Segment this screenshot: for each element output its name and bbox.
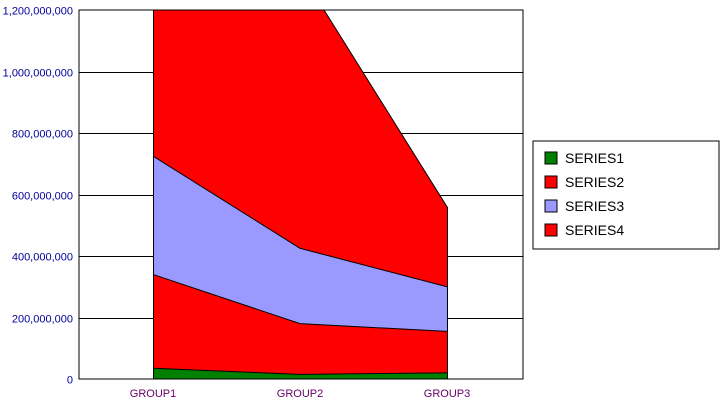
area-boundary-series4 — [323, 10, 448, 208]
area-boundary-series2 — [152, 273, 448, 332]
y-tick-label: 1,000,000,000 — [3, 68, 73, 80]
legend-label: SERIES1 — [565, 150, 624, 166]
legend-label: SERIES2 — [565, 174, 624, 190]
y-tick-label: 1,200,000,000 — [3, 6, 73, 18]
y-tick-label: 0 — [67, 375, 73, 387]
y-tick-label: 800,000,000 — [12, 129, 73, 141]
area-series3 — [153, 156, 447, 332]
y-tick-label: 200,000,000 — [12, 314, 73, 326]
area-boundary-series1 — [152, 367, 448, 375]
legend-swatch-series4 — [544, 223, 558, 237]
area-boundary-series3 — [152, 155, 448, 288]
plot-frame — [78, 9, 524, 380]
x-tick-label: GROUP2 — [277, 388, 323, 400]
x-tick-label: GROUP3 — [424, 388, 470, 400]
legend-swatch-series3 — [544, 199, 558, 213]
legend-label: SERIES3 — [565, 198, 624, 214]
y-tick-label: 600,000,000 — [12, 191, 73, 203]
area-series — [152, 10, 448, 379]
legend-swatch-series2 — [544, 175, 558, 189]
y-tick-label: 400,000,000 — [12, 252, 73, 264]
area-series1 — [153, 368, 447, 379]
x-tick-label: GROUP1 — [130, 388, 176, 400]
area-series4 — [153, 10, 447, 287]
y-axis: 0 200,000,000 400,000,000 600,000,000 800,00… — [3, 6, 73, 387]
x-axis: GROUP1 GROUP2 GROUP3 — [130, 388, 470, 400]
legend-box — [532, 140, 720, 250]
legend: SERIES1 SERIES2 SERIES3 SERIES4 — [532, 140, 720, 250]
legend-label: SERIES4 — [565, 222, 624, 238]
legend-swatch-series1 — [544, 151, 558, 165]
